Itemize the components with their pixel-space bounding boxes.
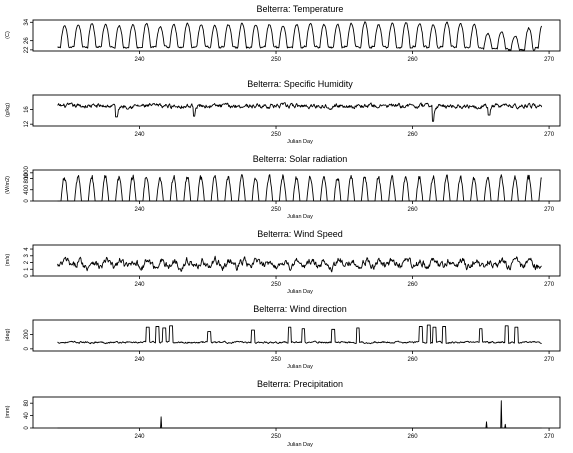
x-tick-label: 250 xyxy=(271,282,282,288)
y-tick-label: 2 xyxy=(24,260,30,264)
axis-ticks: 240 250 260 270 22 26 34 xyxy=(24,18,555,63)
series-layer xyxy=(57,255,542,273)
y-tick-label: 16 xyxy=(24,106,30,113)
x-tick-label: 270 xyxy=(544,357,555,363)
x-axis-label: Julian Day xyxy=(287,139,313,145)
panel-wind-direction: Belterra: Wind direction (deg) Julian Da… xyxy=(5,304,561,370)
y-tick-label: 12 xyxy=(24,120,30,127)
y-tick-label: 4 xyxy=(24,247,30,251)
x-tick-label: 240 xyxy=(134,434,145,440)
x-tick-label: 260 xyxy=(408,282,419,288)
chart-title: Belterra: Precipitation xyxy=(257,379,343,389)
axis-ticks: 240 250 260 270 0 1 2 3 4 xyxy=(24,247,555,288)
x-tick-label: 250 xyxy=(271,132,282,138)
panel-temperature: Belterra: Temperature (C) 240 250 260 270 22… xyxy=(5,4,561,63)
x-tick-label: 260 xyxy=(408,357,419,363)
x-axis-label: Julian Day xyxy=(287,442,313,448)
x-tick-label: 260 xyxy=(408,207,419,213)
chart-title: Belterra: Wind direction xyxy=(253,304,347,314)
series-layer xyxy=(57,21,543,51)
y-tick-label: 26 xyxy=(24,37,30,44)
y-tick-label: 0 xyxy=(24,199,30,203)
y-tick-label: 3 xyxy=(24,253,30,257)
x-tick-label: 270 xyxy=(544,132,555,138)
chart-title: Belterra: Solar radiation xyxy=(253,154,348,164)
series-line xyxy=(57,400,542,429)
series-layer xyxy=(57,102,543,122)
y-axis-label: (deg) xyxy=(5,328,11,341)
y-tick-label: 800 xyxy=(24,173,30,184)
x-tick-label: 270 xyxy=(544,57,555,63)
x-tick-label: 250 xyxy=(271,57,282,63)
plot-area xyxy=(32,319,561,352)
x-tick-label: 270 xyxy=(544,282,555,288)
axis-ticks: 240 250 260 270 12 16 xyxy=(24,106,555,138)
plot-area xyxy=(32,244,561,277)
y-axis-label: (g/kg) xyxy=(5,103,11,117)
y-axis-label: (m/s) xyxy=(5,254,11,267)
chart-title: Belterra: Wind Speed xyxy=(257,229,343,239)
y-tick-label: 1 xyxy=(24,267,30,271)
series-layer xyxy=(57,173,542,202)
x-tick-label: 260 xyxy=(408,57,419,63)
y-tick-label: 34 xyxy=(24,18,30,25)
y-tick-label: 80 xyxy=(24,399,30,406)
chart-title: Belterra: Temperature xyxy=(257,4,344,14)
series-line xyxy=(57,21,543,51)
x-tick-label: 240 xyxy=(134,357,145,363)
plot-area xyxy=(32,94,561,127)
y-tick-label: 0 xyxy=(24,347,30,351)
x-tick-label: 240 xyxy=(134,207,145,213)
x-axis-label: Julian Day xyxy=(287,214,313,220)
y-tick-label: 22 xyxy=(24,46,30,53)
x-tick-label: 250 xyxy=(271,434,282,440)
y-tick-label: 0 xyxy=(24,426,30,430)
y-axis-label: (mm) xyxy=(5,405,11,418)
series-line xyxy=(57,324,542,345)
y-axis-label: (C) xyxy=(5,31,11,39)
series-layer xyxy=(57,324,542,345)
axis-ticks: 240 250 260 270 0 200 xyxy=(24,329,555,363)
x-tick-label: 240 xyxy=(134,132,145,138)
axis-ticks: 240 250 260 270 0 40 80 xyxy=(24,399,555,440)
x-tick-label: 260 xyxy=(408,434,419,440)
x-tick-label: 270 xyxy=(544,207,555,213)
panel-solar-radiation: Belterra: Solar radiation (W/m2) Julian … xyxy=(5,154,561,220)
panel-specific-humidity: Belterra: Specific Humidity (g/kg) Julia… xyxy=(5,79,561,145)
series-layer xyxy=(57,400,542,429)
series-line xyxy=(57,255,542,273)
x-axis-label: Julian Day xyxy=(287,364,313,370)
plot-area xyxy=(32,396,561,429)
series-line xyxy=(57,173,542,202)
x-tick-label: 250 xyxy=(271,207,282,213)
plot-area xyxy=(32,169,561,202)
y-tick-label: 400 xyxy=(24,184,30,195)
x-axis-label: Julian Day xyxy=(287,289,313,295)
panel-precipitation: Belterra: Precipitation (mm) Julian Day … xyxy=(5,379,561,448)
y-tick-label: 40 xyxy=(24,412,30,419)
x-tick-label: 240 xyxy=(134,282,145,288)
y-tick-label: 1000 xyxy=(24,165,30,179)
x-tick-label: 250 xyxy=(271,357,282,363)
y-tick-label: 0 xyxy=(24,274,30,278)
x-tick-label: 260 xyxy=(408,132,419,138)
y-axis-label: (W/m2) xyxy=(5,176,11,194)
x-tick-label: 240 xyxy=(134,57,145,63)
x-tick-label: 270 xyxy=(544,434,555,440)
plot-area xyxy=(32,19,561,52)
panel-wind-speed: Belterra: Wind Speed (m/s) Julian Day 24… xyxy=(5,229,561,295)
chart-title: Belterra: Specific Humidity xyxy=(247,79,353,89)
series-line xyxy=(57,102,543,122)
y-tick-label: 200 xyxy=(24,329,30,340)
